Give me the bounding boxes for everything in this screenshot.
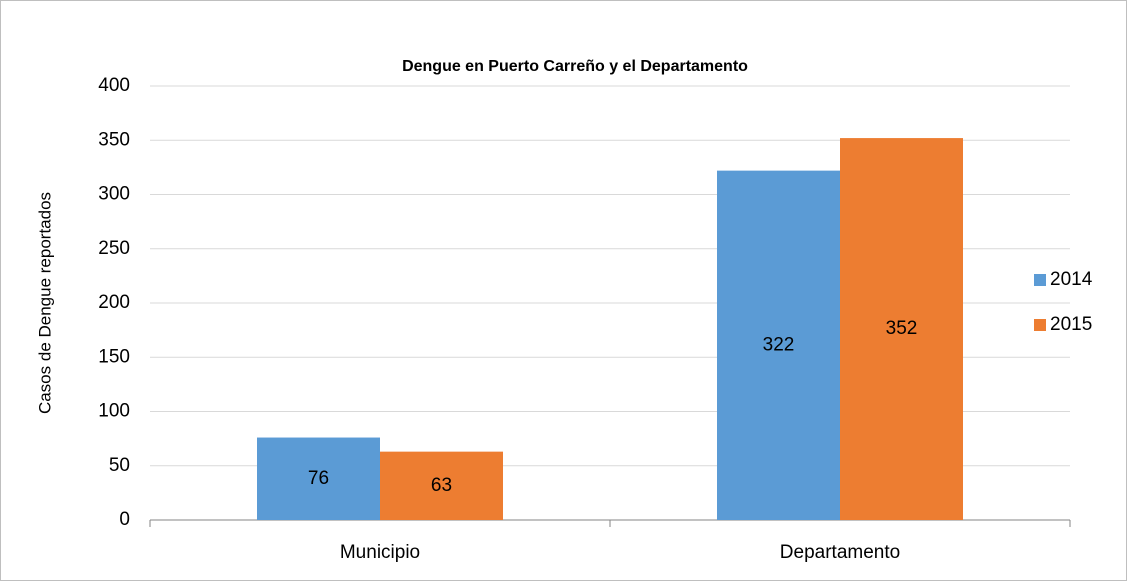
y-tick-label: 400 xyxy=(98,75,130,96)
data-label: 76 xyxy=(308,468,329,489)
x-tick-label: Municipio xyxy=(340,542,420,563)
y-tick-label: 50 xyxy=(109,455,130,476)
bar xyxy=(257,437,380,520)
y-tick-label: 300 xyxy=(98,184,130,205)
x-tick-label: Departamento xyxy=(780,542,900,563)
y-tick-label: 350 xyxy=(98,129,130,150)
data-label: 322 xyxy=(763,334,795,355)
bar xyxy=(717,170,840,520)
legend-label: 2014 xyxy=(1050,269,1093,290)
data-label: 352 xyxy=(886,318,918,339)
legend-swatch xyxy=(1034,274,1046,286)
y-axis-label: Casos de Dengue reportados xyxy=(35,192,54,414)
data-label: 63 xyxy=(431,475,452,496)
y-tick-label: 150 xyxy=(98,346,130,367)
y-tick-label: 0 xyxy=(119,509,130,530)
legend-label: 2015 xyxy=(1050,314,1092,335)
y-tick-label: 250 xyxy=(98,238,130,259)
y-tick-label: 200 xyxy=(98,292,130,313)
bar xyxy=(380,451,503,520)
legend-swatch xyxy=(1034,319,1046,331)
bar xyxy=(840,138,963,520)
chart-title: Dengue en Puerto Carreño y el Departamen… xyxy=(402,58,748,75)
y-tick-label: 100 xyxy=(98,401,130,422)
